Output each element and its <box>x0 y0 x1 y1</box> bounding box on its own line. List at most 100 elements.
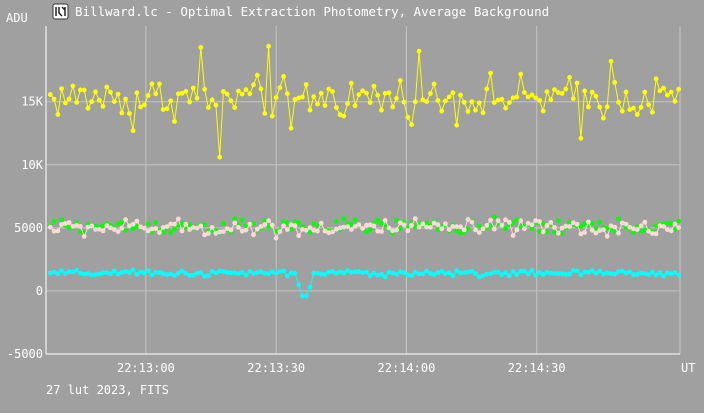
data-point <box>303 293 309 299</box>
data-point <box>631 230 636 236</box>
data-point <box>239 270 245 275</box>
data-point <box>491 214 497 220</box>
data-point <box>405 228 411 234</box>
data-point <box>251 271 256 276</box>
grid <box>46 26 681 355</box>
data-point <box>397 220 403 226</box>
data-point <box>345 101 350 107</box>
data-point <box>544 270 550 275</box>
data-point <box>254 226 260 232</box>
data-point <box>371 223 377 229</box>
data-point <box>153 91 159 97</box>
data-point <box>96 226 102 232</box>
data-point <box>172 221 177 227</box>
data-point <box>627 224 633 230</box>
data-point <box>548 97 554 103</box>
data-point <box>315 270 320 276</box>
data-point <box>190 272 196 278</box>
data-point <box>420 97 426 103</box>
data-point <box>604 226 610 231</box>
data-point <box>341 224 347 230</box>
data-point <box>187 222 193 227</box>
data-point <box>206 273 211 278</box>
data-point <box>634 272 640 277</box>
data-point <box>529 222 535 228</box>
y-tick-label: 10K <box>21 158 43 172</box>
data-point <box>409 273 414 279</box>
data-point <box>115 229 121 235</box>
data-point <box>476 100 482 106</box>
data-point <box>473 227 478 233</box>
data-point <box>616 230 621 236</box>
data-point <box>424 220 429 226</box>
data-point <box>228 270 234 276</box>
data-point <box>412 99 418 105</box>
data-point <box>672 226 678 232</box>
data-point <box>198 45 204 50</box>
data-point <box>473 107 478 113</box>
data-point <box>322 103 328 108</box>
data-point <box>130 267 136 273</box>
data-point <box>318 90 324 96</box>
data-point <box>623 270 629 276</box>
data-point <box>326 269 332 275</box>
data-point <box>224 91 230 97</box>
data-point <box>59 86 64 91</box>
data-point <box>78 224 83 229</box>
data-point <box>190 225 196 231</box>
data-point <box>349 222 354 228</box>
data-point <box>416 224 422 230</box>
data-point <box>157 270 162 275</box>
data-point <box>533 218 539 224</box>
data-point <box>488 217 493 223</box>
data-point <box>458 224 463 230</box>
data-point <box>650 231 655 236</box>
data-point <box>221 269 226 274</box>
data-point <box>228 227 234 233</box>
data-point <box>559 230 565 236</box>
data-point <box>525 94 531 100</box>
data-point <box>623 221 629 227</box>
data-point <box>364 229 369 235</box>
data-point <box>608 223 614 229</box>
data-point <box>172 226 177 232</box>
data-point <box>507 273 512 279</box>
title-bar: Billward.lc - Optimal Extraction Photome… <box>52 3 549 20</box>
app-icon <box>52 3 69 20</box>
data-point <box>450 90 456 96</box>
data-point <box>450 224 456 229</box>
data-point <box>360 88 365 94</box>
data-point <box>668 89 674 95</box>
data-point <box>239 91 245 97</box>
y-tick-label: 5000 <box>14 221 43 235</box>
data-point <box>172 273 177 278</box>
data-point <box>206 105 211 110</box>
data-point <box>367 227 373 233</box>
data-point <box>115 221 121 227</box>
data-point <box>134 223 140 229</box>
data-point <box>164 224 170 230</box>
data-point <box>416 271 422 277</box>
data-point <box>183 270 189 276</box>
data-point <box>179 90 185 96</box>
data-point <box>262 218 268 223</box>
data-point <box>544 89 550 95</box>
data-point <box>96 97 102 103</box>
data-point <box>379 229 384 234</box>
data-point <box>650 109 655 115</box>
data-point <box>164 106 170 112</box>
data-point <box>194 95 200 101</box>
data-point <box>292 219 298 225</box>
data-point <box>251 232 256 238</box>
data-point <box>631 226 636 232</box>
data-point <box>213 230 219 236</box>
data-point <box>303 82 309 87</box>
data-point <box>322 228 328 234</box>
data-point <box>74 100 80 105</box>
data-point <box>428 91 433 96</box>
data-point <box>469 219 475 225</box>
data-point <box>47 92 53 97</box>
data-point <box>179 268 185 274</box>
data-point <box>586 104 591 110</box>
data-point <box>311 227 317 233</box>
